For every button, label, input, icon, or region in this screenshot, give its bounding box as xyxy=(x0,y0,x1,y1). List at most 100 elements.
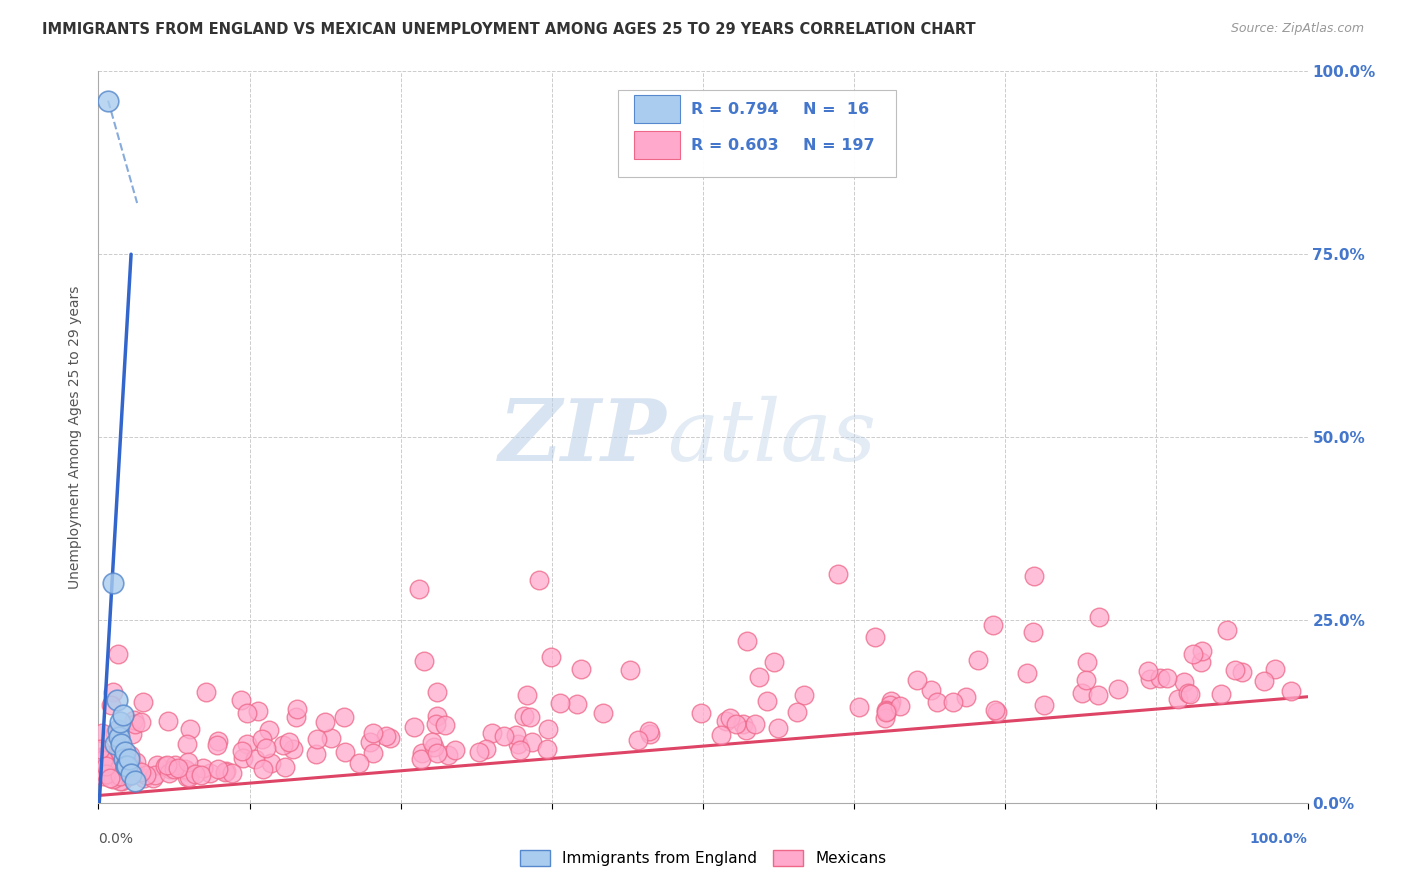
Point xyxy=(105,756,128,770)
Point xyxy=(159,766,181,780)
Point xyxy=(735,633,758,648)
Point xyxy=(122,762,145,776)
Point xyxy=(1015,666,1038,681)
Point xyxy=(314,714,336,729)
Point xyxy=(347,756,370,770)
Point xyxy=(333,710,356,724)
Point xyxy=(1223,663,1246,677)
Point xyxy=(714,714,737,728)
Point xyxy=(437,747,460,762)
Point xyxy=(101,576,124,591)
Point xyxy=(494,730,516,744)
Point xyxy=(107,724,129,739)
Point xyxy=(361,746,384,760)
Point xyxy=(285,701,308,715)
Point xyxy=(408,582,430,596)
Point xyxy=(880,693,903,707)
Point xyxy=(177,770,200,784)
Point xyxy=(592,706,614,720)
Point xyxy=(157,714,180,728)
Point xyxy=(163,758,186,772)
Text: 100.0%: 100.0% xyxy=(1250,832,1308,846)
Point xyxy=(143,768,166,782)
Point xyxy=(91,753,114,767)
Point xyxy=(1209,687,1232,701)
Point xyxy=(768,721,790,735)
Text: R = 0.794: R = 0.794 xyxy=(690,102,779,117)
Point xyxy=(638,726,661,740)
Point xyxy=(135,768,157,782)
Point xyxy=(522,734,544,748)
Point xyxy=(827,567,849,582)
Point xyxy=(122,713,145,727)
Point xyxy=(305,747,328,761)
Point xyxy=(744,717,766,731)
Point xyxy=(725,717,748,731)
Point xyxy=(108,745,131,759)
Point xyxy=(236,738,259,752)
Point xyxy=(247,704,270,718)
Point xyxy=(221,766,243,780)
Point xyxy=(1107,681,1129,696)
Y-axis label: Unemployment Among Ages 25 to 29 years: Unemployment Among Ages 25 to 29 years xyxy=(69,285,83,589)
Point xyxy=(132,771,155,785)
FancyBboxPatch shape xyxy=(634,95,681,122)
Point xyxy=(112,752,135,766)
Point xyxy=(411,746,433,760)
Point xyxy=(1071,686,1094,700)
Point xyxy=(177,756,200,770)
Point xyxy=(153,758,176,772)
Point xyxy=(176,770,198,784)
Point xyxy=(927,694,949,708)
Point xyxy=(125,755,148,769)
Point xyxy=(1139,672,1161,686)
Point xyxy=(115,759,138,773)
Text: atlas: atlas xyxy=(666,396,876,478)
Point xyxy=(107,647,129,661)
Point xyxy=(627,733,650,747)
Point xyxy=(184,767,207,781)
Point xyxy=(786,705,808,719)
Point xyxy=(1216,624,1239,638)
Point xyxy=(131,715,153,730)
Point xyxy=(101,772,124,787)
Point xyxy=(254,740,277,755)
Point xyxy=(548,696,571,710)
Text: N =  16: N = 16 xyxy=(803,102,869,117)
Point xyxy=(156,758,179,772)
Point xyxy=(118,769,141,783)
Point xyxy=(114,745,136,759)
Point xyxy=(207,762,229,776)
Point xyxy=(193,761,215,775)
Point xyxy=(120,747,142,762)
Point xyxy=(176,737,198,751)
FancyBboxPatch shape xyxy=(619,90,897,178)
Point xyxy=(124,773,146,788)
Point xyxy=(250,732,273,747)
Text: 0.0%: 0.0% xyxy=(98,832,134,846)
Point xyxy=(468,745,491,759)
Point xyxy=(569,662,592,676)
Point xyxy=(361,725,384,739)
Point xyxy=(1279,683,1302,698)
Point xyxy=(319,731,342,745)
Point xyxy=(402,719,425,733)
Point xyxy=(274,760,297,774)
Text: R = 0.603: R = 0.603 xyxy=(690,138,779,153)
FancyBboxPatch shape xyxy=(634,131,681,159)
Point xyxy=(117,759,139,773)
Point xyxy=(423,739,446,754)
Point xyxy=(984,702,1007,716)
Point xyxy=(710,728,733,742)
Point xyxy=(1173,675,1195,690)
Point xyxy=(305,731,328,746)
Point xyxy=(536,742,558,756)
Point xyxy=(111,708,134,723)
Point xyxy=(131,695,153,709)
Point xyxy=(986,705,1008,719)
Point xyxy=(475,742,498,756)
Point xyxy=(506,738,529,752)
Point xyxy=(409,752,432,766)
Point xyxy=(505,728,527,742)
Point xyxy=(142,771,165,785)
